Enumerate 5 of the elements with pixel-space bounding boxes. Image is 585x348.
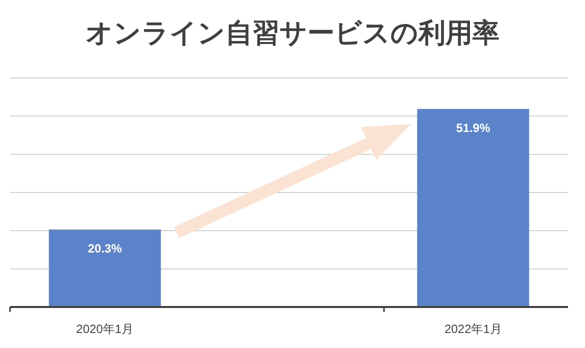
x-tick-label: 2020年1月 [76,322,134,336]
data-label: 20.3% [88,242,122,256]
x-tick-label: 2022年1月 [444,322,502,336]
data-label: 51.9% [456,120,490,135]
title: オンライン自習サービスの利用率 [86,18,500,48]
